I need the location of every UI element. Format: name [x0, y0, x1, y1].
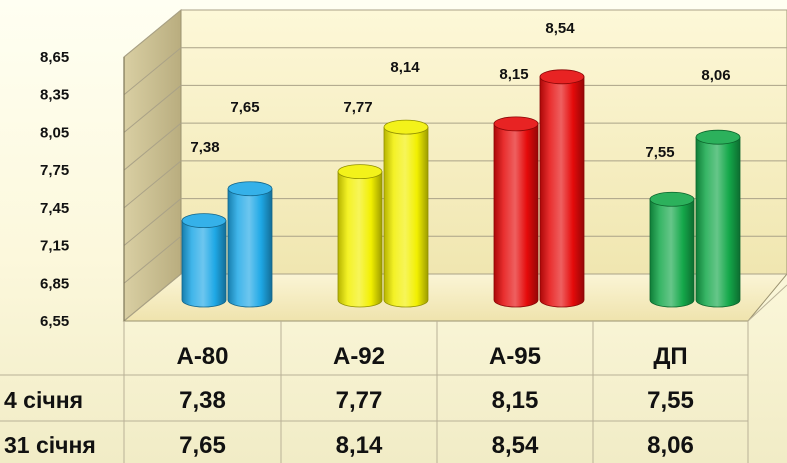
- y-tick-label: 7,15: [40, 238, 69, 255]
- bar-body: [337, 171, 383, 308]
- side-wall: [123, 8, 182, 323]
- category-label: А-95: [489, 343, 541, 370]
- gridline-side: [123, 198, 182, 246]
- bar-body: [181, 220, 227, 308]
- gridline-side: [123, 122, 182, 171]
- gridline-side: [123, 273, 182, 322]
- bar-top: [383, 119, 429, 135]
- bar-А-95-series2: [539, 69, 585, 308]
- table-line: [747, 284, 787, 322]
- bars: [181, 69, 741, 308]
- y-tick-label: 8,65: [40, 49, 69, 66]
- y-tick-label: 6,55: [40, 313, 69, 330]
- category-label: А-80: [176, 343, 228, 370]
- bar-top: [493, 116, 539, 132]
- y-tick-label: 7,45: [40, 200, 69, 217]
- bar-body: [695, 136, 741, 308]
- data-label: 7,65: [230, 99, 259, 116]
- data-label: 8,06: [701, 67, 730, 84]
- y-tick-label: 7,75: [40, 162, 69, 179]
- data-label: 7,77: [343, 99, 372, 116]
- y-axis: 6,55 6,85 7,15 7,45 7,75 8,05 8,35 8,65: [40, 49, 125, 330]
- bar-А-95-series1: [493, 116, 539, 308]
- gridline-side: [123, 85, 182, 133]
- category-label: А-92: [333, 343, 385, 370]
- table-cell: 7,38: [179, 387, 226, 414]
- bar-А-92-series1: [337, 164, 383, 308]
- table-cell: 7,55: [647, 387, 694, 414]
- data-table: А-80 А-92 А-95 ДП 4 січня 7,38 7,77 8,15 7,55 31 …: [0, 284, 787, 463]
- bar-body: [493, 123, 539, 308]
- table-cell: 8,06: [647, 432, 694, 459]
- y-tick-label: 8,05: [40, 124, 69, 141]
- bar-body: [383, 126, 429, 308]
- gridline-side: [123, 47, 182, 96]
- y-tick-label: 8,35: [40, 87, 69, 104]
- table-cell: 8,15: [492, 387, 539, 414]
- bar-body: [227, 188, 273, 308]
- bar-body: [539, 76, 585, 308]
- bar-top: [337, 164, 383, 180]
- bar-top: [181, 213, 227, 229]
- bar-ДП-series1: [649, 191, 695, 308]
- series-label: 31 січня: [4, 432, 96, 458]
- gridline-side: [123, 9, 182, 58]
- data-label: 8,14: [390, 59, 420, 76]
- bar-body: [649, 198, 695, 308]
- table-cell: 7,77: [336, 387, 383, 414]
- gridline-side: [123, 235, 182, 284]
- bar-А-80-series1: [181, 213, 227, 308]
- data-label: 7,38: [190, 139, 219, 156]
- data-label: 8,15: [499, 66, 528, 83]
- category-label: ДП: [653, 343, 687, 370]
- bar-А-80-series2: [227, 181, 273, 308]
- table-cell: 8,14: [336, 432, 383, 459]
- chart-walls: [122, 8, 787, 323]
- table-cell: 7,65: [179, 432, 226, 459]
- bar-top: [649, 191, 695, 207]
- y-tick-label: 6,85: [40, 275, 69, 292]
- bar-ДП-series2: [695, 129, 741, 308]
- table-cell: 8,54: [492, 432, 539, 459]
- series-label: 4 січня: [4, 387, 83, 413]
- bar-top: [227, 181, 273, 197]
- gridline-side: [123, 160, 182, 209]
- bar-top: [695, 129, 741, 145]
- data-label: 8,54: [545, 20, 575, 37]
- bar-А-92-series2: [383, 119, 429, 308]
- data-labels: 7,38 7,65 7,77 8,14 8,15 8,54 7,55 8,06: [190, 20, 730, 161]
- data-label: 7,55: [645, 144, 674, 161]
- bar-top: [539, 69, 585, 85]
